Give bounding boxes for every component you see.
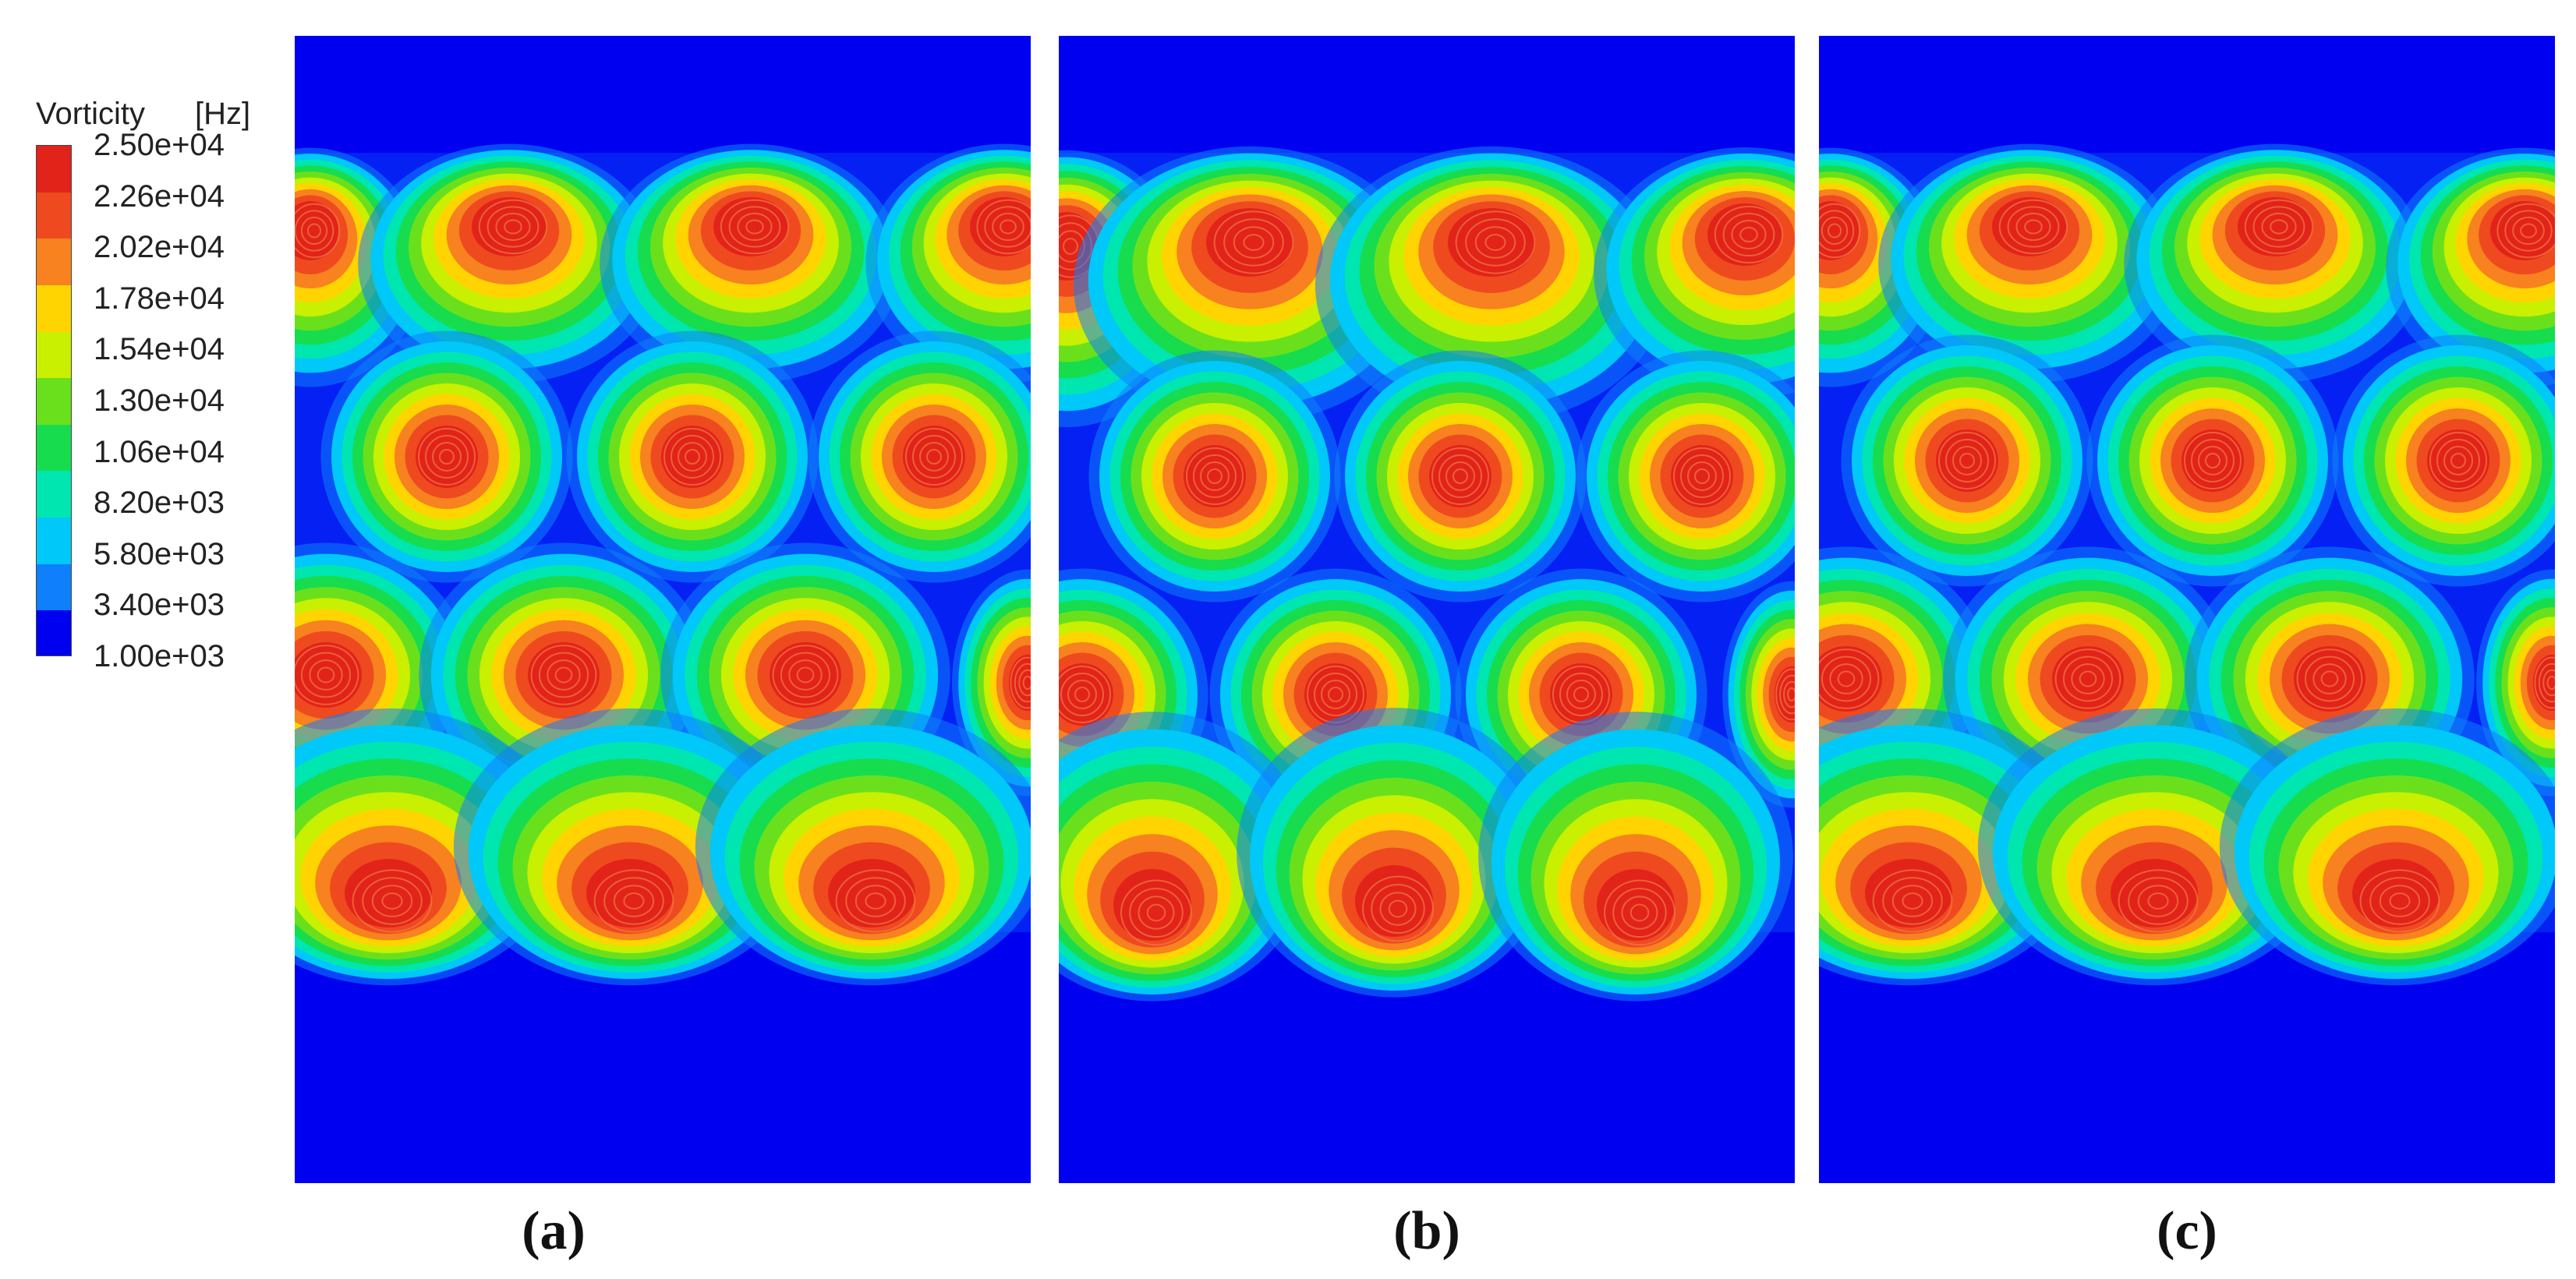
vorticity-contour-panel-a: [295, 36, 1031, 1183]
vortex-core: [2332, 334, 2555, 587]
vorticity-contour-panel-c: [1819, 36, 2555, 1183]
vortex-core: [2124, 143, 2426, 383]
colorbar-segment: [37, 564, 71, 612]
vortex-core: [2476, 569, 2555, 797]
color-legend: Vorticity [Hz] 2.50e+04 2.26e+04 2.02e+04 1…: [0, 0, 281, 701]
colorbar-segment: [37, 284, 71, 333]
vortex-core: [2086, 334, 2339, 587]
vortex-core: [695, 708, 1031, 986]
legend-tick-label: 2.50e+04: [94, 128, 225, 162]
colorbar-segment: [37, 610, 71, 655]
vortex-core: [1073, 146, 1427, 424]
colorbar-segment: [37, 424, 71, 472]
legend-tick-label: 3.40e+03: [94, 588, 225, 623]
vortex-core: [1977, 708, 2331, 986]
vortex-core: [1315, 146, 1668, 424]
legend-tick-label: 5.80e+03: [94, 536, 225, 571]
vortex-core: [566, 330, 819, 583]
legend-tick-label: 2.26e+04: [94, 178, 225, 214]
vortex-core: [1088, 350, 1341, 602]
panel-label-b: (b): [1393, 1201, 1460, 1261]
legend-tick-label: 1.30e+04: [94, 383, 225, 418]
vortex-core: [808, 330, 1031, 583]
colorbar: [36, 145, 72, 656]
vortex-core: [1478, 712, 1793, 1002]
vortex-core: [1594, 147, 1795, 399]
panel-label-c: (c): [2157, 1201, 2217, 1261]
vortex-core: [2219, 708, 2555, 986]
colorbar-segment: [37, 238, 71, 286]
vortex-core: [1059, 712, 1310, 1002]
legend-tick-label: 1.06e+04: [94, 434, 225, 469]
legend-unit: [Hz]: [195, 97, 251, 131]
colorbar-segment: [37, 146, 71, 193]
vortex-core: [1237, 708, 1552, 998]
colorbar-segment: [37, 471, 71, 519]
contour-field: [1059, 36, 1795, 1183]
vortex-core: [1878, 143, 2181, 383]
legend-title: Vorticity: [36, 97, 146, 131]
colorbar-segment: [37, 518, 71, 565]
vortex-core: [865, 143, 1031, 383]
legend-tick-label: 2.02e+04: [94, 230, 225, 265]
vortex-core: [1841, 334, 2093, 587]
vortex-core: [600, 143, 902, 383]
legend-tick-label: 8.20e+03: [94, 486, 225, 521]
panel-label-a: (a): [522, 1201, 586, 1261]
legend-tick-label: 1.78e+04: [94, 281, 225, 316]
vortex-core: [320, 330, 573, 583]
vortex-core: [1334, 350, 1587, 602]
vorticity-contour-panel-b: [1059, 36, 1795, 1183]
colorbar-segment: [37, 192, 71, 240]
vortex-core: [1819, 708, 2086, 986]
vortex-core: [358, 143, 660, 383]
colorbar-segment: [37, 331, 71, 380]
vortex-core: [2386, 147, 2555, 387]
contour-field: [1819, 36, 2555, 1183]
legend-tick-label: 1.00e+03: [94, 639, 225, 673]
colorbar-segment: [37, 378, 71, 426]
contour-field: [295, 36, 1031, 1183]
legend-tick-label: 1.54e+04: [94, 332, 225, 367]
vortex-core: [453, 708, 807, 986]
vortex-core: [1576, 350, 1795, 602]
